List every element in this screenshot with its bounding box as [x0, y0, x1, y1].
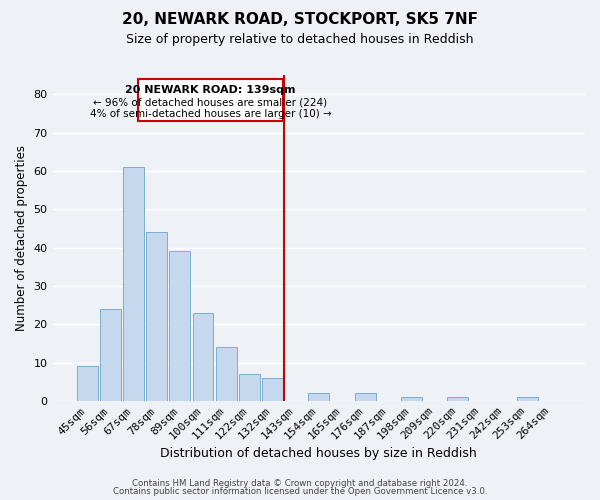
- Text: ← 96% of detached houses are smaller (224): ← 96% of detached houses are smaller (22…: [94, 97, 328, 107]
- Bar: [146, 232, 167, 401]
- Bar: [401, 397, 422, 401]
- Bar: [517, 397, 538, 401]
- Bar: [216, 347, 236, 401]
- Bar: [169, 252, 190, 401]
- Bar: [239, 374, 260, 401]
- Bar: [100, 309, 121, 401]
- Bar: [77, 366, 98, 401]
- Text: 20, NEWARK ROAD, STOCKPORT, SK5 7NF: 20, NEWARK ROAD, STOCKPORT, SK5 7NF: [122, 12, 478, 28]
- Text: Contains HM Land Registry data © Crown copyright and database right 2024.: Contains HM Land Registry data © Crown c…: [132, 478, 468, 488]
- Bar: [193, 312, 214, 401]
- Bar: [355, 393, 376, 401]
- Bar: [262, 378, 283, 401]
- Text: 20 NEWARK ROAD: 139sqm: 20 NEWARK ROAD: 139sqm: [125, 84, 296, 94]
- Text: Contains public sector information licensed under the Open Government Licence v3: Contains public sector information licen…: [113, 487, 487, 496]
- Text: Size of property relative to detached houses in Reddish: Size of property relative to detached ho…: [126, 32, 474, 46]
- Text: 4% of semi-detached houses are larger (10) →: 4% of semi-detached houses are larger (1…: [89, 108, 331, 118]
- Bar: [308, 393, 329, 401]
- Y-axis label: Number of detached properties: Number of detached properties: [15, 145, 28, 331]
- X-axis label: Distribution of detached houses by size in Reddish: Distribution of detached houses by size …: [160, 447, 477, 460]
- Bar: [123, 167, 144, 401]
- Bar: [448, 397, 468, 401]
- FancyBboxPatch shape: [138, 79, 283, 121]
